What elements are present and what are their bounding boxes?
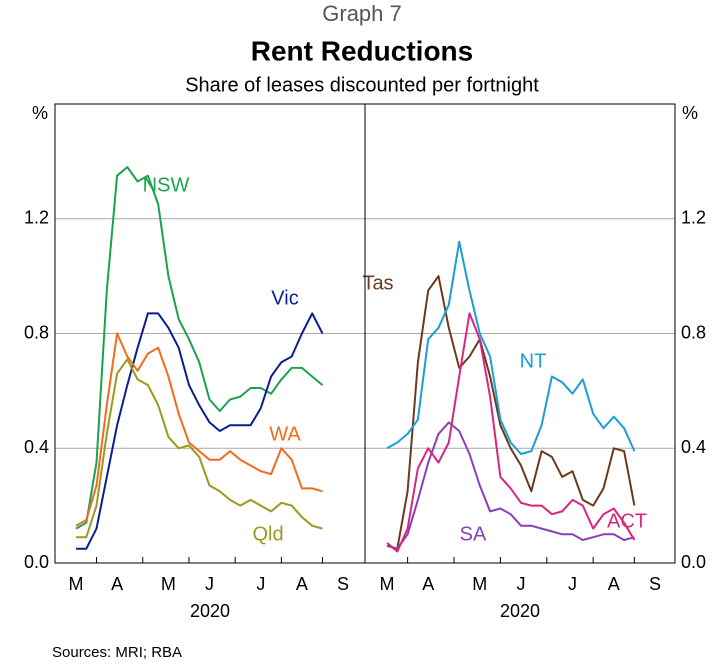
x-tick-label: A <box>111 574 123 594</box>
x-axis-label: 2020 <box>190 601 230 621</box>
y-tick-label: 1.2 <box>681 208 706 228</box>
series-line <box>76 312 324 550</box>
x-tick-label: A <box>422 574 434 594</box>
x-tick-label: M <box>380 574 395 594</box>
series-line <box>386 240 636 455</box>
graph-number: Graph 7 <box>322 1 402 26</box>
series-line <box>76 358 323 539</box>
y-tick-label: 0.0 <box>681 552 706 572</box>
series-line <box>386 312 636 553</box>
x-tick-label: M <box>472 574 487 594</box>
series-line <box>75 166 324 530</box>
chart-subtitle: Share of leases discounted per fortnight <box>185 74 539 96</box>
series-line <box>386 421 635 550</box>
y-tick-label: 0.8 <box>681 322 706 342</box>
y-tick-label: 0.8 <box>24 322 49 342</box>
x-tick-label: J <box>568 574 577 594</box>
series-label: NSW <box>143 174 190 196</box>
series-label: Tas <box>362 272 393 294</box>
x-tick-label: S <box>649 574 661 594</box>
y-unit: % <box>682 103 698 123</box>
chart-title: Rent Reductions <box>251 35 473 66</box>
series-label: WA <box>269 423 301 445</box>
plots: 0.0 0.4 0.8 1.2 M A M J J A S 2020 NSW Vic WA Qld 0.0 0.4… <box>24 166 706 621</box>
series-label: ACT <box>607 510 647 532</box>
x-axis-label: 2020 <box>500 601 540 621</box>
x-tick-label: M <box>69 574 84 594</box>
x-tick-label: A <box>608 574 620 594</box>
series-label: NT <box>520 350 547 372</box>
series-label: Qld <box>252 523 283 545</box>
x-tick-label: J <box>256 574 265 594</box>
x-tick-label: S <box>337 574 349 594</box>
x-tick-label: A <box>296 574 308 594</box>
series-line <box>75 332 323 527</box>
series-label: Vic <box>271 287 298 309</box>
source: Sources: MRI; RBA <box>52 644 182 661</box>
y-tick-label: 1.2 <box>24 208 49 228</box>
x-tick-label: J <box>205 574 214 594</box>
x-tick-label: J <box>517 574 526 594</box>
y-tick-label: 0.4 <box>681 437 706 457</box>
y-tick-label: 0.4 <box>24 437 49 457</box>
x-tick-label: M <box>161 574 176 594</box>
y-unit: % <box>32 103 48 123</box>
series-label: SA <box>460 523 487 545</box>
y-tick-label: 0.0 <box>24 552 49 572</box>
series-line <box>386 275 636 550</box>
